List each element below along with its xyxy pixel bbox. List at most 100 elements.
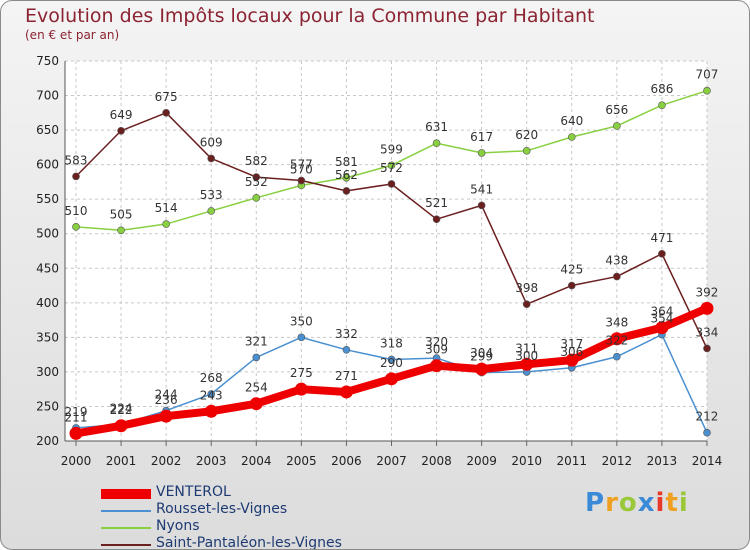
data-label: 268: [200, 371, 223, 385]
x-tick-label: 2008: [421, 454, 452, 468]
data-label: 398: [515, 281, 538, 295]
legend-swatch: [101, 527, 151, 529]
legend-label: Nyons: [156, 518, 200, 534]
data-label: 306: [560, 345, 583, 359]
data-point: [432, 215, 441, 224]
brand-letter: x: [637, 488, 656, 518]
data-label: 350: [290, 314, 313, 328]
data-point: [522, 147, 531, 155]
y-tick-label: 750: [36, 54, 59, 68]
data-point: [658, 249, 666, 258]
data-label: 425: [560, 263, 583, 277]
data-label: 320: [425, 335, 448, 349]
legend-label: VENTEROL: [156, 484, 231, 500]
data-label: 392: [696, 285, 719, 299]
data-label: 581: [335, 155, 358, 169]
data-label: 211: [65, 410, 88, 424]
data-point: [703, 86, 711, 95]
data-point: [565, 353, 579, 367]
data-point: [387, 355, 396, 364]
data-point: [252, 194, 261, 202]
data-point: [703, 428, 711, 437]
data-point: [477, 201, 486, 210]
data-point: [339, 385, 353, 399]
data-label: 317: [560, 337, 583, 351]
data-point: [567, 281, 576, 290]
y-tick-label: 600: [36, 158, 59, 172]
brand-letter: i: [655, 488, 666, 518]
data-label: 334: [696, 325, 719, 339]
legend-label: Rousset-les-Vignes: [156, 501, 288, 517]
y-tick-label: 300: [36, 365, 59, 379]
y-tick-label: 200: [36, 434, 59, 448]
x-tick-label: 2003: [196, 454, 227, 468]
data-label: 271: [335, 369, 358, 383]
data-label: 254: [245, 381, 268, 395]
data-label: 541: [470, 182, 493, 196]
x-tick-label: 2010: [511, 454, 542, 468]
data-label: 640: [560, 114, 583, 128]
data-point: [658, 101, 666, 110]
data-point: [613, 272, 621, 281]
data-label: 236: [155, 393, 178, 407]
data-label: 212: [696, 410, 719, 424]
data-label: 321: [245, 334, 268, 348]
data-label: 219: [65, 405, 88, 419]
data-label: 222: [110, 403, 133, 417]
data-label: 505: [110, 207, 133, 221]
data-point: [342, 173, 351, 182]
data-label: 332: [335, 327, 358, 341]
x-tick-label: 2005: [286, 454, 317, 468]
data-point: [387, 161, 396, 170]
data-point: [342, 345, 351, 354]
brand-letter: P: [585, 488, 606, 518]
data-label: 649: [110, 108, 133, 122]
data-label: 707: [696, 68, 719, 82]
data-label: 309: [425, 343, 448, 357]
data-point: [477, 149, 486, 157]
brand-letter: t: [665, 488, 679, 518]
x-tick-label: 2001: [106, 454, 137, 468]
data-label: 300: [515, 349, 538, 363]
legend-swatch: [101, 544, 151, 546]
data-label: 675: [155, 90, 178, 104]
data-label: 243: [200, 388, 223, 402]
chart-subtitle: (en € et par an): [25, 28, 120, 42]
data-point: [384, 372, 398, 386]
data-label: 471: [650, 231, 673, 245]
data-label: 438: [605, 254, 628, 268]
data-point: [114, 419, 128, 433]
data-point: [703, 344, 711, 353]
data-label: 656: [605, 103, 628, 117]
data-point: [69, 426, 83, 440]
data-point: [567, 133, 576, 141]
data-point: [117, 226, 125, 235]
data-label: 224: [110, 401, 133, 415]
data-label: 617: [470, 130, 493, 144]
legend-label: Saint-Pantaléon-les-Vignes: [156, 535, 342, 550]
data-point: [432, 139, 441, 148]
data-point: [613, 122, 621, 130]
data-point: [387, 180, 396, 188]
x-tick-label: 2012: [602, 454, 633, 468]
data-label: 322: [605, 334, 628, 348]
data-label: 304: [470, 346, 493, 360]
data-label: 348: [605, 316, 628, 330]
data-point: [294, 382, 308, 396]
data-label: 686: [650, 82, 673, 96]
data-point: [297, 333, 306, 342]
data-label: 533: [200, 188, 223, 202]
legend-swatch: [101, 489, 151, 499]
data-label: 290: [380, 356, 403, 370]
data-label: 620: [515, 128, 538, 142]
data-point: [249, 397, 263, 411]
y-tick-label: 500: [36, 227, 59, 241]
data-label: 364: [650, 305, 673, 319]
data-point: [72, 172, 80, 181]
x-tick-label: 2000: [61, 454, 92, 468]
data-label: 570: [290, 162, 313, 176]
data-point: [162, 220, 170, 228]
data-point: [207, 154, 216, 163]
